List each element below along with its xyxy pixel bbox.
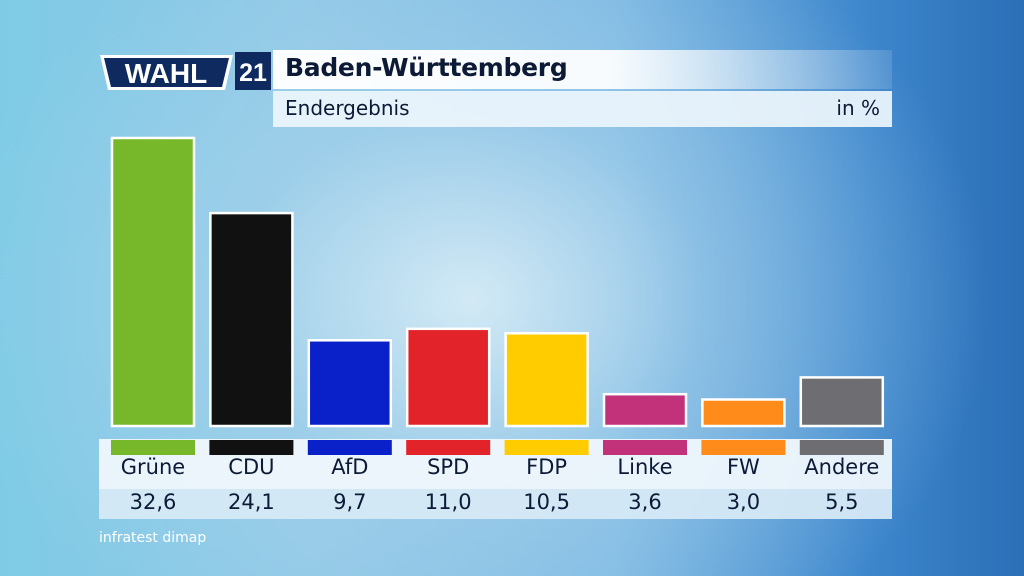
bar-afd [307, 339, 393, 428]
value-label-afd: 9,7 [333, 490, 367, 514]
chart-title: Baden-Württemberg [285, 53, 568, 82]
value-panel [99, 489, 892, 519]
category-label-gr-ne: Grüne [120, 455, 186, 479]
bar-spd [405, 327, 491, 428]
category-label-spd: SPD [427, 455, 470, 479]
wahl21-logo: WAHL 21 [100, 52, 271, 90]
value-label-spd: 11,0 [424, 490, 472, 514]
subtitle-bar: Endergebnis in % [273, 91, 892, 127]
value-label-cdu: 24,1 [228, 490, 275, 514]
title-bar: Baden-Württemberg [273, 50, 892, 89]
bar-gr-ne [110, 136, 196, 428]
value-label-linke: 3,6 [628, 490, 662, 514]
color-strip-afd [307, 440, 392, 455]
color-strip-spd [406, 440, 491, 455]
category-label-fw: FW [726, 455, 760, 479]
color-strip-fdp [504, 440, 589, 455]
bar-fdp [504, 331, 589, 428]
chart-subtitle: Endergebnis [285, 96, 410, 120]
value-label-andere: 5,5 [825, 490, 859, 514]
category-label-andere: Andere [804, 455, 880, 479]
bar-andere [799, 376, 885, 428]
source-credit: infratest dimap [99, 530, 207, 546]
value-label-gr-ne: 32,6 [129, 490, 177, 514]
color-strip-cdu [209, 440, 294, 455]
category-label-linke: Linke [617, 455, 673, 479]
value-label-fw: 3,0 [726, 490, 761, 514]
category-label-cdu: CDU [228, 455, 275, 479]
bar-cdu [209, 211, 294, 428]
value-label-fdp: 10,5 [523, 490, 570, 514]
color-strip-gr-ne [111, 440, 195, 455]
bar-fw [701, 398, 786, 428]
logo-word: WAHL [125, 58, 207, 89]
color-strip-andere [799, 440, 884, 455]
color-strip-linke [603, 440, 687, 455]
logo-year: 21 [239, 59, 267, 87]
bar-linke [602, 392, 688, 428]
unit-label: in % [836, 96, 880, 120]
category-label-fdp: FDP [526, 455, 568, 479]
category-label-afd: AfD [331, 455, 369, 479]
color-strip-fw [701, 440, 786, 455]
